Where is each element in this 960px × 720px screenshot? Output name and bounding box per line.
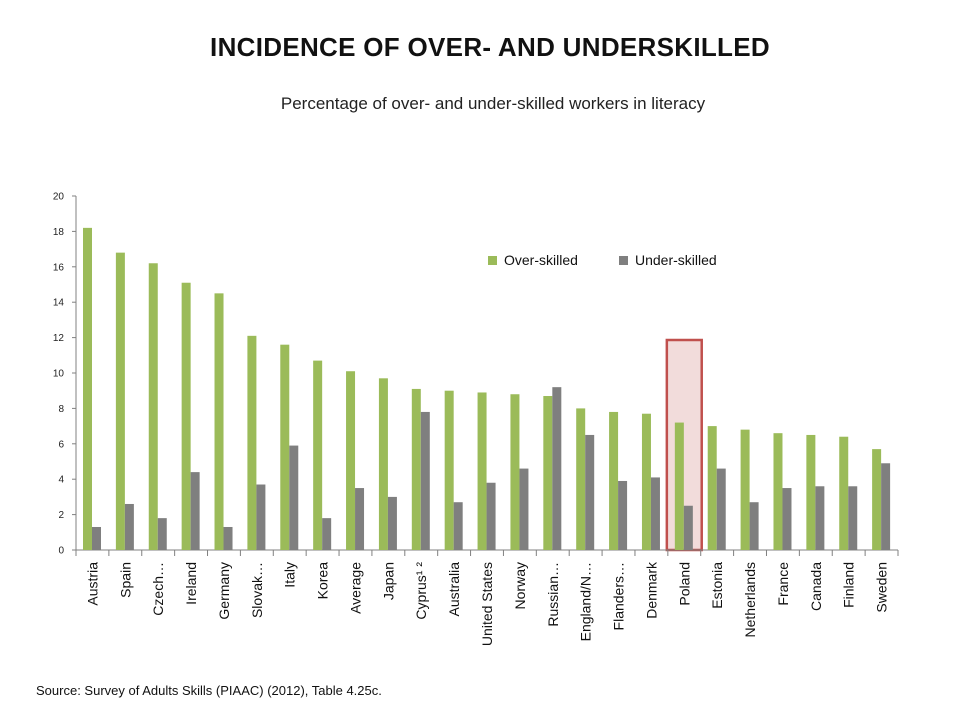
bar-under-skilled [355, 488, 365, 550]
y-tick-label: 10 [53, 369, 65, 380]
bar-under-skilled [881, 463, 891, 550]
category-label: Finland [841, 562, 857, 608]
y-tick-label: 12 [53, 333, 65, 344]
category-label: Poland [676, 562, 692, 606]
y-tick-label: 8 [58, 404, 64, 415]
bar-under-skilled [387, 496, 397, 550]
bar-under-skilled [815, 486, 825, 550]
bar-over-skilled [214, 293, 224, 550]
bar-under-skilled [190, 472, 200, 550]
bar-over-skilled [806, 434, 816, 550]
legend-swatch-over-skilled [488, 256, 497, 265]
category-label: Estonia [709, 562, 725, 609]
bar-over-skilled [477, 392, 487, 550]
bar-under-skilled [519, 468, 529, 550]
legend-label-under-skilled: Under-skilled [635, 252, 717, 268]
category-label: Japan [380, 562, 396, 600]
category-label: Slovak… [249, 562, 265, 618]
bar-under-skilled [92, 526, 101, 550]
category-label: Korea [315, 562, 331, 600]
bar-over-skilled [543, 396, 553, 550]
bar-under-skilled [650, 477, 660, 550]
y-tick-label: 14 [53, 298, 65, 309]
y-tick-label: 0 [58, 546, 64, 557]
bar-under-skilled [749, 502, 759, 550]
bar-under-skilled [322, 518, 332, 550]
legend-swatch-under-skilled [619, 256, 628, 265]
bar-over-skilled [115, 252, 125, 550]
bar-under-skilled [782, 488, 792, 550]
bar-over-skilled [576, 408, 586, 550]
category-label: Czech… [150, 562, 166, 616]
y-tick-label: 16 [53, 262, 65, 273]
category-label: Italy [282, 562, 298, 588]
category-label: Netherlands [742, 562, 758, 638]
source-note: Source: Survey of Adults Skills (PIAAC) … [36, 683, 382, 698]
category-label: Cyprus¹ ² [413, 562, 429, 620]
bar-under-skilled [420, 411, 430, 550]
bar-over-skilled [707, 426, 717, 550]
bar-under-skilled [289, 445, 299, 550]
bar-over-skilled [773, 433, 783, 550]
category-label: Russian… [545, 562, 561, 627]
bar-under-skilled [716, 468, 726, 550]
y-tick-label: 18 [53, 227, 65, 238]
category-label: Spain [117, 562, 133, 598]
category-label: France [775, 562, 791, 606]
category-label: Australia [446, 562, 462, 617]
bar-over-skilled [839, 436, 849, 550]
bar-over-skilled [313, 360, 323, 550]
bar-under-skilled [683, 505, 693, 550]
bar-over-skilled [510, 394, 520, 550]
category-label: Average [347, 562, 363, 614]
bar-over-skilled [411, 388, 421, 550]
category-label: Flanders… [611, 562, 627, 630]
chart-subtitle: Percentage of over- and under-skilled wo… [280, 94, 706, 113]
bar-over-skilled [740, 429, 750, 550]
bar-over-skilled [641, 413, 651, 550]
bar-chart: 0 2 4 6 8 10 12 14 16 18 20 Austria Spain Czech… Irel… [53, 192, 899, 646]
category-label: Norway [512, 562, 528, 609]
category-label: Germany [216, 562, 232, 620]
bar-over-skilled [346, 371, 356, 550]
category-label: Canada [808, 562, 824, 611]
bar-under-skilled [157, 518, 167, 550]
bar-under-skilled [223, 526, 233, 550]
bar-under-skilled [453, 502, 463, 550]
y-tick-label: 20 [53, 192, 65, 203]
bar-under-skilled [124, 503, 134, 550]
category-label: United States [479, 562, 495, 646]
bar-over-skilled [181, 282, 191, 550]
bar-over-skilled [148, 263, 158, 550]
bar-over-skilled [674, 422, 684, 550]
legend-label-over-skilled: Over-skilled [504, 252, 578, 268]
bar-over-skilled [444, 390, 454, 550]
bar-under-skilled [486, 482, 496, 550]
bar-over-skilled [609, 411, 619, 550]
category-label: Denmark [643, 561, 659, 619]
bar-under-skilled [256, 484, 266, 550]
bar-under-skilled [585, 434, 595, 550]
bar-under-skilled [618, 480, 628, 550]
bar-over-skilled [872, 449, 882, 550]
category-label: England/N… [578, 562, 594, 641]
bar-under-skilled [848, 486, 858, 550]
y-tick-label: 2 [58, 510, 64, 521]
category-label: Sweden [874, 562, 890, 613]
bar-under-skilled [552, 387, 562, 550]
y-tick-label: 4 [58, 475, 64, 486]
category-label: Ireland [183, 562, 199, 605]
chart-title: INCIDENCE OF OVER- AND UNDERSKILLED [210, 32, 770, 62]
bar-over-skilled [247, 335, 257, 550]
bar-over-skilled [378, 378, 388, 550]
bar-over-skilled [280, 344, 290, 550]
category-label: Austria [84, 562, 100, 606]
bar-over-skilled [83, 227, 92, 551]
y-tick-label: 6 [58, 439, 64, 450]
